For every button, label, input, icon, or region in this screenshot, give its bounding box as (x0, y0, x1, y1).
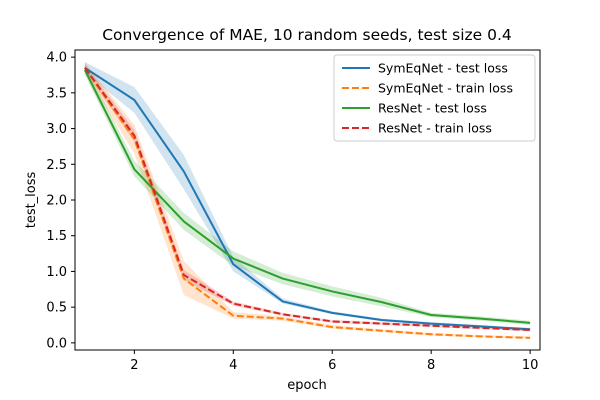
x-tick-label: 4 (229, 358, 237, 373)
y-tick-label: 0.5 (46, 301, 67, 316)
series-0-band (84, 62, 531, 331)
y-tick-label: 3.0 (46, 122, 67, 137)
series-lines (83, 67, 531, 339)
y-axis-ticks: 0.0 0.5 1.0 1.5 2.0 2.5 3.0 3.5 4.0 (46, 51, 75, 351)
series-0-line (84, 67, 531, 331)
legend: SymEqNet - test loss SymEqNet - train los… (333, 54, 536, 142)
chart-title: Convergence of MAE, 10 random seeds, tes… (102, 26, 512, 44)
y-axis-label: test_loss (24, 171, 39, 228)
series-1-line (84, 67, 531, 339)
series-3-line (84, 67, 531, 331)
y-tick-label: 1.5 (46, 229, 67, 244)
y-tick-label: 0.0 (46, 336, 67, 351)
x-axis-ticks: 2 4 6 8 10 (130, 350, 538, 373)
y-tick-label: 3.5 (46, 86, 67, 101)
y-tick-label: 4.0 (46, 51, 67, 66)
x-tick-label: 6 (328, 358, 336, 373)
y-tick-label: 1.0 (46, 265, 67, 280)
x-tick-label: 2 (130, 358, 138, 373)
legend-label: SymEqNet - test loss (378, 61, 508, 76)
x-tick-label: 10 (522, 358, 539, 373)
legend-label: ResNet - test loss (378, 101, 487, 116)
series-2-line (83, 69, 531, 324)
legend-box (333, 54, 536, 142)
confidence-bands (84, 62, 531, 339)
legend-label: ResNet - train loss (378, 121, 492, 136)
y-tick-label: 2.0 (46, 194, 67, 209)
x-tick-label: 8 (427, 358, 435, 373)
x-axis-label: epoch (287, 378, 327, 393)
legend-label: SymEqNet - train loss (378, 81, 513, 96)
y-tick-label: 2.5 (46, 158, 67, 173)
